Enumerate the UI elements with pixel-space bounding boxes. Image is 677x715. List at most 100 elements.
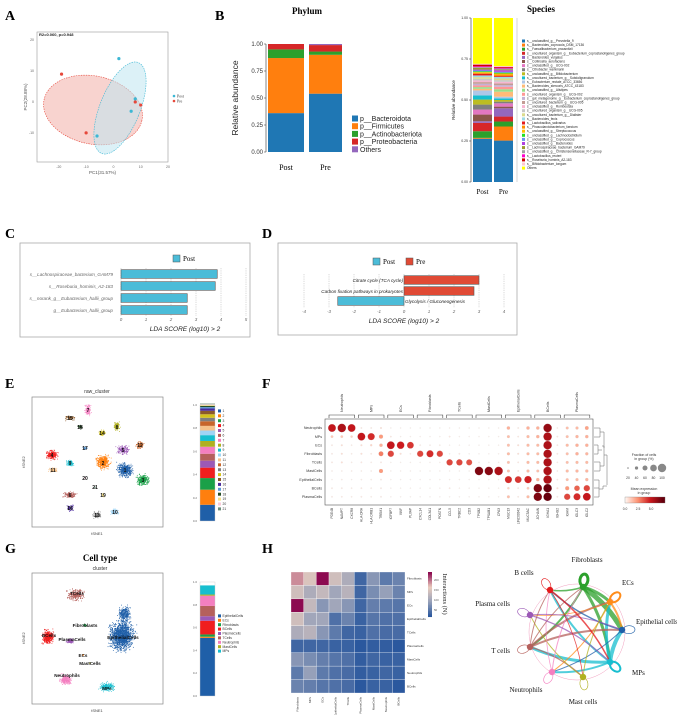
legend-swatch	[218, 438, 221, 442]
cell-point	[125, 625, 127, 627]
legend-swatch	[218, 492, 221, 496]
cell-point	[73, 493, 74, 495]
legend-swatch	[218, 482, 221, 486]
legend-label: 2	[223, 414, 225, 418]
cell-point	[57, 452, 59, 454]
cluster-label: 4	[51, 453, 54, 459]
bar-segment	[473, 66, 492, 68]
cell-point	[124, 646, 126, 648]
cell-point	[125, 646, 127, 648]
legend-swatch	[352, 146, 358, 153]
cell-point	[106, 467, 108, 469]
cell-point	[48, 451, 50, 453]
cell-point	[45, 451, 47, 453]
bar-segment	[494, 83, 513, 86]
legend-label: s__gut_metagenome_g__Eubacterium_coprost…	[527, 96, 620, 100]
cell-point	[110, 646, 112, 648]
cell-point	[96, 464, 98, 466]
cell-point	[119, 426, 121, 428]
cell-point	[124, 625, 126, 627]
bar-segment	[494, 66, 513, 67]
cell-point	[103, 461, 105, 463]
cell-point	[47, 454, 49, 456]
x-tick-label: -3	[327, 309, 331, 314]
cell-point	[116, 631, 118, 633]
cell-point	[121, 627, 122, 628]
bar-segment	[494, 72, 513, 74]
legend-swatch	[522, 125, 525, 129]
panel-label-b: B	[215, 9, 224, 24]
cell-point	[111, 632, 113, 634]
legend-label: s__Bacteroides_stercoris_ATCC_43183	[527, 84, 584, 88]
cell-point	[124, 629, 126, 631]
cell-point	[127, 466, 129, 468]
legend-label: Post	[177, 94, 185, 99]
cell-point	[138, 479, 140, 481]
legend-label: 3	[223, 419, 225, 423]
cell-point	[130, 645, 132, 647]
cell-point	[141, 484, 143, 486]
cell-point	[124, 470, 126, 472]
cell-point	[145, 481, 147, 483]
cell-point	[47, 451, 48, 453]
cell-point	[97, 459, 99, 461]
bar-segment	[494, 75, 513, 77]
cell-point	[127, 631, 129, 632]
plot-frame	[277, 242, 518, 336]
cell-point	[122, 465, 124, 467]
cell-point	[124, 645, 125, 646]
cell-point	[114, 422, 116, 423]
lda-bar	[120, 269, 218, 279]
cell-point	[111, 627, 113, 629]
legend-swatch	[218, 414, 221, 418]
cell-point	[133, 632, 135, 634]
cell-point	[72, 495, 73, 497]
cell-point	[123, 469, 125, 471]
cell-point	[125, 623, 127, 625]
cell-point	[129, 613, 131, 615]
cell-point	[137, 483, 139, 485]
cell-point	[103, 459, 105, 461]
cell-point	[125, 630, 127, 632]
cell-point	[128, 476, 129, 478]
cell-point	[92, 514, 94, 516]
cell-point	[119, 474, 121, 476]
cell-point	[121, 469, 122, 471]
cell-point	[117, 647, 119, 649]
cell-point	[123, 470, 125, 472]
cell-point	[117, 465, 119, 467]
cell-point	[105, 456, 107, 458]
cell-point	[116, 644, 118, 646]
cell-point	[117, 627, 119, 629]
cell-point	[56, 452, 58, 453]
cell-point	[115, 642, 117, 644]
cell-point	[120, 446, 122, 448]
legend-label: Pre	[177, 99, 183, 104]
cell-point	[127, 476, 129, 478]
cell-point	[123, 612, 125, 614]
cell-point	[117, 630, 119, 632]
legend-label: 18	[223, 492, 227, 496]
cell-point	[114, 630, 116, 632]
legend-swatch	[218, 468, 221, 472]
cell-point	[119, 650, 121, 652]
bar-segment	[494, 121, 513, 127]
legend-label: p__Actinobacteriota	[360, 131, 422, 138]
cell-point	[126, 613, 128, 615]
bar-segment	[473, 67, 492, 68]
cell-point	[117, 467, 119, 468]
cell-point	[98, 455, 100, 457]
cell-point	[51, 450, 53, 452]
legend-label: s__unclassified_g__Romboutsia	[527, 105, 573, 109]
colorbar-tick-label: 0.6	[193, 449, 198, 453]
bar-segment	[473, 80, 492, 83]
legend-label: 14	[223, 473, 227, 477]
cell-point	[127, 621, 128, 623]
cell-point	[123, 644, 125, 646]
cell-point	[120, 474, 122, 476]
colorbar-segment	[200, 478, 215, 490]
cell-point	[130, 467, 132, 469]
bar-segment	[473, 73, 492, 76]
cell-point	[97, 460, 99, 462]
cell-point	[135, 445, 137, 447]
